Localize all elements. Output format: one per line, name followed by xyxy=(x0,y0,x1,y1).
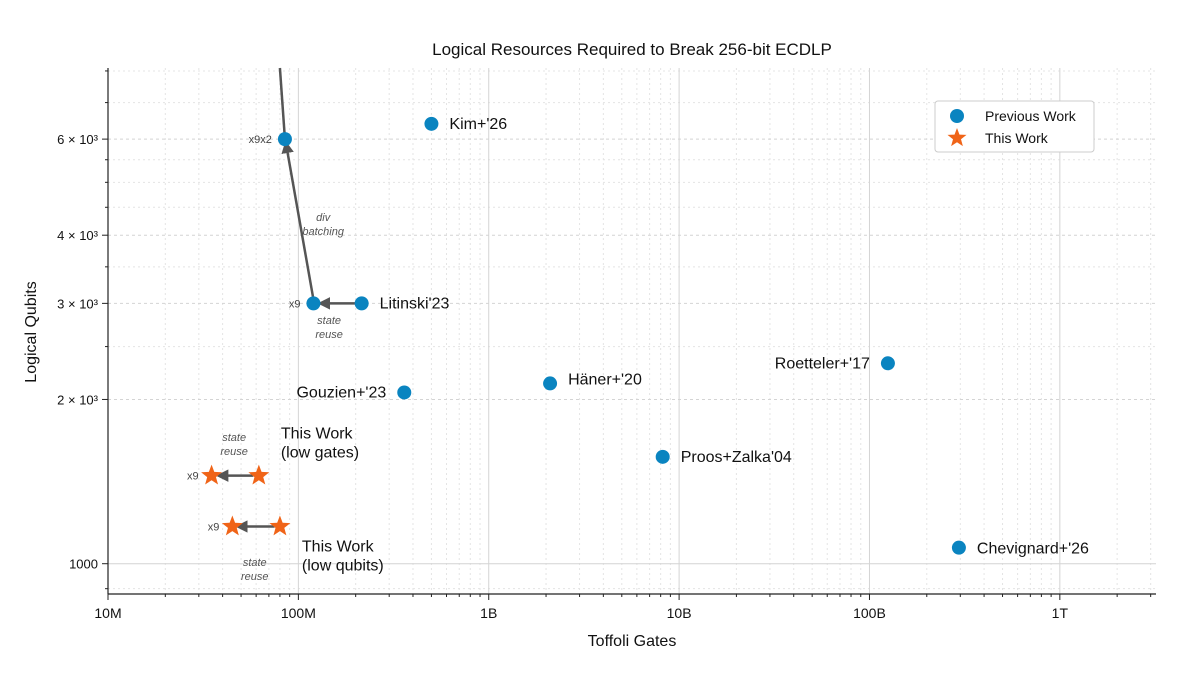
x-tick-label: 100B xyxy=(853,605,886,621)
annotation-label: state reuse xyxy=(241,557,269,583)
data-points xyxy=(201,116,966,555)
y-axis-label: Logical Qubits xyxy=(23,281,40,382)
point-label: Roetteler+'17 xyxy=(775,355,870,372)
multiplier-label: x9 xyxy=(208,522,220,534)
point-label: This Work (low qubits) xyxy=(302,539,384,575)
multiplier-label: x9 xyxy=(289,298,301,310)
derived-point xyxy=(277,132,292,147)
point-labels: state reuse div batching state reuse state reus… xyxy=(187,116,1089,583)
legend-previous-marker xyxy=(950,109,964,123)
annotation-label: state reuse xyxy=(315,315,343,341)
x-axis-label: Toffoli Gates xyxy=(588,633,677,650)
trend-line xyxy=(278,67,287,140)
previous-work-point xyxy=(424,116,439,131)
annotation-arrow xyxy=(281,140,315,300)
y-tick-label: 1000 xyxy=(69,557,98,572)
point-label: Proos+Zalka'04 xyxy=(681,449,792,466)
point-label: Häner+'20 xyxy=(568,371,642,388)
legend-this-work-label: This Work xyxy=(985,130,1049,146)
x-tick-label: 1B xyxy=(480,605,497,621)
this-work-point xyxy=(248,464,270,485)
x-tick-label: 100M xyxy=(281,605,316,621)
previous-work-point xyxy=(354,296,369,311)
annotation-label: div batching xyxy=(302,212,344,238)
chart-title: Logical Resources Required to Break 256-… xyxy=(432,40,832,59)
legend: Previous Work This Work xyxy=(934,100,1095,153)
x-tick-label: 10B xyxy=(667,605,692,621)
annotation-label: state reuse xyxy=(220,432,248,458)
point-label: Kim+'26 xyxy=(449,116,507,133)
annotations xyxy=(215,67,356,533)
previous-work-point xyxy=(543,376,558,391)
y-tick-label: 4 × 10³ xyxy=(57,228,99,243)
multiplier-label: x9x2 xyxy=(249,134,272,146)
derived-star-point xyxy=(201,464,223,485)
point-label: Chevignard+'26 xyxy=(977,541,1089,558)
multiplier-label: x9 xyxy=(187,471,199,483)
x-tick-label: 1T xyxy=(1052,605,1069,621)
point-label: This Work (low gates) xyxy=(281,426,359,462)
y-tick-label: 6 × 10³ xyxy=(57,132,99,147)
y-tick-label: 3 × 10³ xyxy=(57,296,99,311)
legend-previous-label: Previous Work xyxy=(985,108,1077,124)
derived-star-point xyxy=(221,515,243,536)
previous-work-point xyxy=(655,449,670,464)
previous-work-point xyxy=(397,385,412,400)
axes: 10M 100M 1B 10B 100B 1T 1000 2 × 10³ 3 × 10³ 4 × … xyxy=(57,68,1156,621)
legend-box xyxy=(934,100,1095,153)
derived-point xyxy=(306,296,321,311)
this-work-point xyxy=(269,515,291,536)
previous-work-point xyxy=(951,540,966,555)
legend-this-work-marker xyxy=(947,128,967,147)
point-label: Litinski'23 xyxy=(380,295,450,312)
x-tick-label: 10M xyxy=(94,605,121,621)
previous-work-point xyxy=(880,356,895,371)
point-label: Gouzien+'23 xyxy=(296,384,386,401)
y-tick-label: 2 × 10³ xyxy=(57,392,99,407)
